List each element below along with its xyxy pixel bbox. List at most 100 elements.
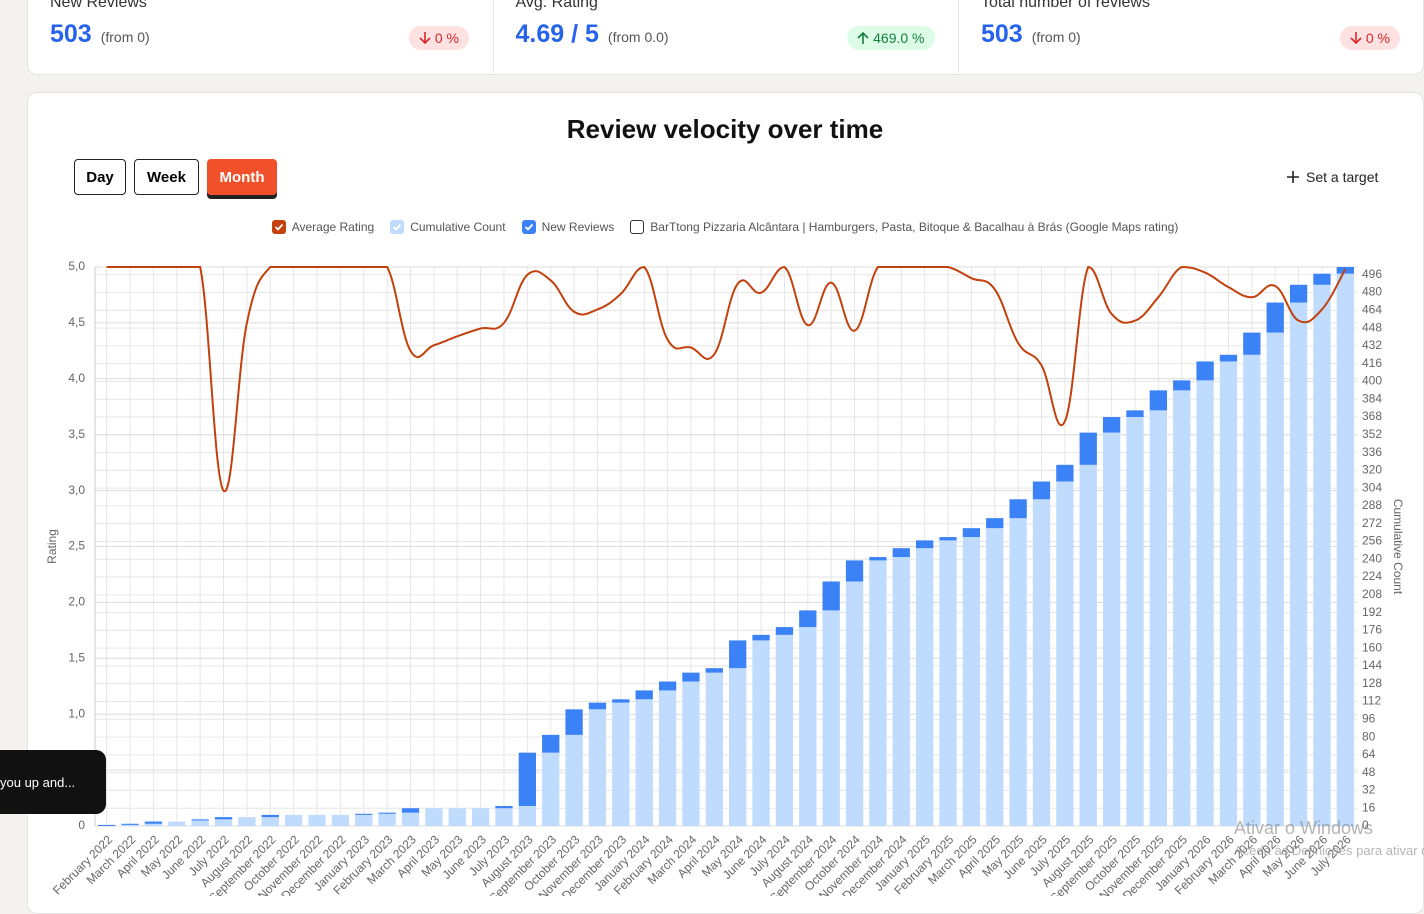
bar-segment <box>986 518 1004 529</box>
legend-label: BarTtong Pizzaria Alcântara | Hamburgers… <box>650 220 1179 234</box>
bar-segment <box>1149 390 1167 411</box>
y2-tick-label: 176 <box>1362 623 1382 637</box>
stat-value: 503 <box>981 20 1023 48</box>
bar-segment <box>331 814 350 826</box>
bar-segment <box>822 581 840 611</box>
bar-segment <box>495 808 513 826</box>
bar-segment <box>1266 302 1284 333</box>
bar-segment <box>542 734 560 753</box>
y-tick-label: 4,5 <box>68 315 85 329</box>
watermark-title: Ativar o Windows <box>1234 818 1374 838</box>
check-icon <box>393 223 402 231</box>
y2-tick-label: 80 <box>1362 729 1376 743</box>
bar-segment <box>612 702 630 826</box>
y2-tick-label: 144 <box>1362 658 1382 672</box>
bar-segment <box>121 824 139 826</box>
legend-label: Average Rating <box>291 220 375 234</box>
y2-tick-label: 288 <box>1362 498 1382 512</box>
bar-segment <box>518 805 536 826</box>
y2-tick-label: 400 <box>1362 374 1382 388</box>
bar-segment <box>682 672 700 682</box>
bar-segment <box>1102 417 1121 433</box>
bar-segment <box>729 640 747 669</box>
bar-segment <box>121 823 139 825</box>
bar-segment <box>214 819 233 826</box>
bar-segment <box>191 820 209 826</box>
bar-segment <box>729 668 747 826</box>
y2-tick-label: 160 <box>1362 640 1382 654</box>
bar-segment <box>799 610 817 628</box>
bar-segment <box>892 548 910 558</box>
arrow-icon <box>857 31 869 44</box>
stats-panel <box>27 0 1424 75</box>
y2-tick-label: 96 <box>1362 711 1376 725</box>
stat-row: 4.69 / 5 (from 0.0) <box>516 20 669 49</box>
toast[interactable]: you up and... <box>0 750 106 814</box>
arrow-icon <box>1350 32 1362 45</box>
y2-tick-label: 192 <box>1362 605 1382 619</box>
bar-segment <box>1173 380 1191 391</box>
bar-segment <box>705 672 723 826</box>
bar-segment <box>1056 481 1074 826</box>
bar-segment <box>939 537 957 541</box>
set-target-label: Set a target <box>1306 169 1379 185</box>
y2-tick-label: 496 <box>1362 267 1382 281</box>
check-icon <box>524 223 533 231</box>
change-text: 0 % <box>1365 30 1390 46</box>
bar-segment <box>612 699 630 703</box>
y2-tick-label: 64 <box>1362 747 1376 761</box>
stat-row: 503 (from 0) <box>981 20 1081 49</box>
legend-item[interactable]: Cumulative Count <box>390 220 506 234</box>
bar-segment <box>1079 464 1097 826</box>
bar-segment <box>261 817 279 826</box>
y2-tick-label: 128 <box>1362 676 1382 690</box>
bar-segment <box>1126 417 1144 826</box>
bar-segment <box>308 814 326 826</box>
watermark-text: Aceda às Definições para ativar o Window… <box>1234 843 1424 858</box>
stat-label: Total number of reviews <box>981 0 1150 11</box>
bar-segment <box>845 581 864 826</box>
y2-tick-label: 384 <box>1362 391 1382 405</box>
y2-axis-title: Cumulative Count <box>1391 499 1405 595</box>
bar-segment <box>191 819 209 821</box>
bar-segment <box>892 557 910 826</box>
bar-segment <box>752 640 770 826</box>
y-tick-label: 5,0 <box>68 259 85 273</box>
bar-segment <box>471 808 490 826</box>
legend-item[interactable]: Average Rating <box>271 220 375 234</box>
bar-segment <box>1289 284 1308 303</box>
bar-segment <box>1243 354 1261 826</box>
bar-segment <box>565 709 583 735</box>
stat-label: New Reviews <box>50 0 147 11</box>
bar-segment <box>1126 410 1144 418</box>
y2-tick-label: 48 <box>1362 765 1376 779</box>
y-tick-label: 0 <box>78 818 85 832</box>
y2-tick-label: 208 <box>1362 587 1382 601</box>
legend-label: New Reviews <box>541 220 615 234</box>
set-target[interactable]: Set a target <box>1286 169 1378 185</box>
change-badge: 469.0 % <box>847 26 935 50</box>
bar-segment <box>986 528 1004 826</box>
period-button[interactable]: Week <box>134 159 199 195</box>
plus-icon <box>1287 171 1299 183</box>
rating-line <box>106 265 1347 492</box>
bar-segment <box>682 681 700 826</box>
y2-tick-label: 352 <box>1362 427 1382 441</box>
y2-tick-label: 320 <box>1362 463 1382 477</box>
check-icon <box>274 223 283 231</box>
bar-segment <box>869 560 887 826</box>
bar-segment <box>939 540 957 826</box>
bar-segment <box>144 823 163 826</box>
arrow-icon <box>419 32 431 45</box>
period-button[interactable]: Day <box>74 159 126 195</box>
legend-item[interactable]: BarTtong Pizzaria Alcântara | Hamburgers… <box>630 220 1178 234</box>
period-button[interactable]: Month <box>207 159 277 195</box>
bar-segment <box>1032 481 1051 500</box>
bar-segment <box>401 812 420 826</box>
y2-tick-label: 480 <box>1362 285 1382 299</box>
bar-segment <box>378 812 396 814</box>
bar-segment <box>495 805 513 809</box>
change-badge: 0 % <box>1339 26 1400 50</box>
legend-item[interactable]: New Reviews <box>521 220 615 234</box>
